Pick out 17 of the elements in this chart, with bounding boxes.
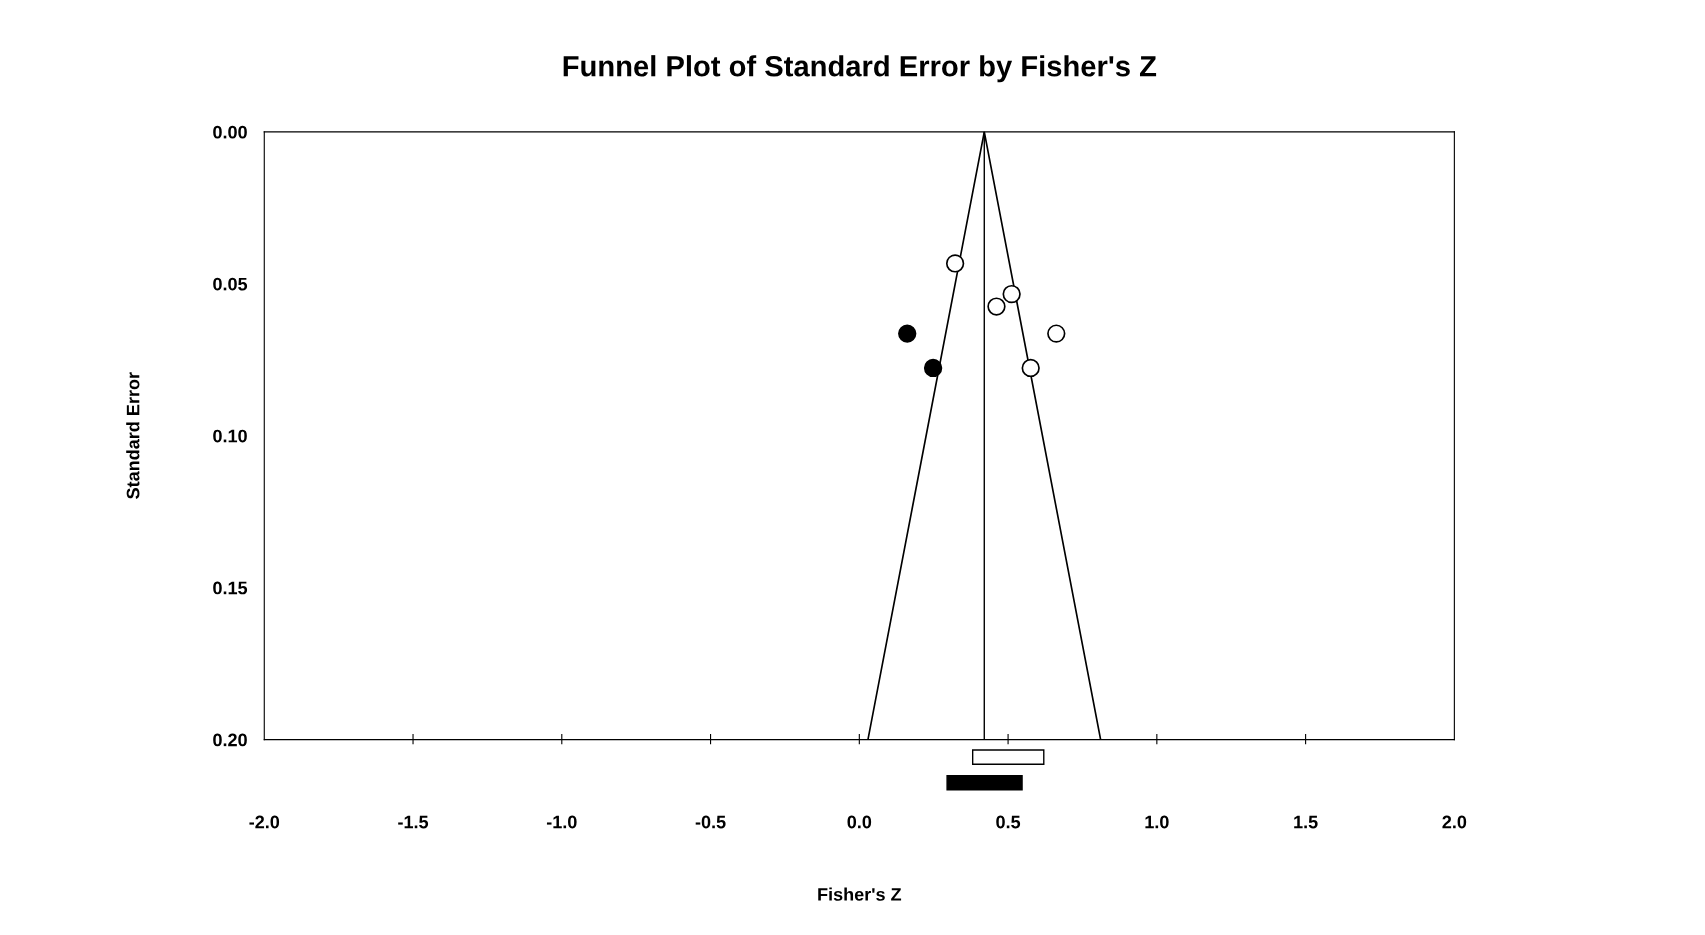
x-tick-label: 1.5: [1294, 815, 1318, 829]
y-tick-label: 0.15: [213, 581, 248, 595]
y-tick-label: 0.10: [213, 429, 247, 443]
x-tick-label: -0.5: [695, 815, 726, 829]
y-tick-label: 0.05: [213, 277, 248, 291]
x-tick-label: 2.0: [1442, 815, 1467, 829]
x-tick-label: 1.0: [1145, 815, 1169, 829]
x-tick-label: -2.0: [249, 815, 280, 829]
y-axis-title: Standard Error: [126, 372, 140, 499]
x-tick-label: 0.0: [847, 815, 872, 829]
chart-title: Funnel Plot of Standard Error by Fisher's Z: [563, 55, 1157, 83]
y-tick-label: 0.00: [213, 125, 247, 139]
x-axis-title: Fisher's Z: [818, 887, 902, 901]
x-tick-label: -1.0: [546, 815, 577, 829]
x-tick-label: -1.5: [398, 815, 429, 829]
y-tick-label: 0.20: [213, 733, 247, 747]
x-tick-label: 0.5: [996, 815, 1021, 829]
